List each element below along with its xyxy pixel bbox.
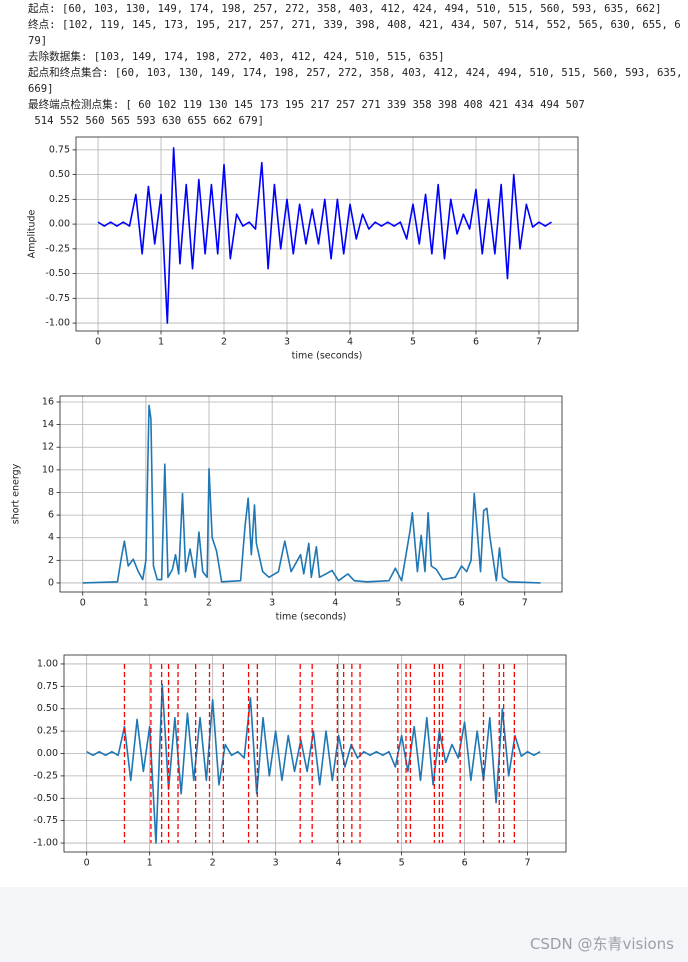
- y-tick-label: -0.50: [45, 268, 70, 279]
- x-tick-label: 5: [410, 337, 416, 348]
- axes-frame: [75, 136, 579, 332]
- y-tick-label: 2: [48, 555, 54, 566]
- output-line: 起点和终点集合: [60, 103, 130, 149, 174, 198, 2…: [28, 67, 683, 95]
- output-line: 起点: [60, 103, 130, 149, 174, 198, 257, 2…: [28, 3, 662, 15]
- output-line: 最终端点检测点集: [ 60 102 119 130 145 173 195 2…: [28, 99, 585, 127]
- y-tick-label: -0.50: [33, 793, 58, 804]
- y-tick-label: 0.75: [49, 144, 70, 155]
- x-tick-label: 5: [395, 598, 401, 609]
- plot-area: [60, 396, 562, 592]
- x-tick-label: 6: [462, 858, 468, 869]
- x-tick-label: 2: [210, 858, 216, 869]
- y-tick-label: 8: [48, 487, 54, 498]
- x-tick-label: 1: [158, 337, 164, 348]
- x-tick-label: 2: [206, 598, 212, 609]
- x-tick-label: 3: [269, 598, 275, 609]
- y-tick-label: 0: [48, 577, 54, 588]
- y-tick-label: 6: [48, 510, 54, 521]
- x-tick-label: 3: [273, 858, 279, 869]
- footer: CSDN @东青visions: [0, 887, 688, 962]
- x-tick-label: 0: [80, 598, 86, 609]
- y-tick-label: -1.00: [33, 838, 58, 849]
- y-tick-label: -0.25: [33, 770, 58, 781]
- x-tick-label: 6: [459, 598, 465, 609]
- x-tick-label: 6: [473, 337, 479, 348]
- x-tick-label: 0: [95, 337, 101, 348]
- y-tick-label: 12: [42, 442, 54, 453]
- y-axis-label: short energy: [11, 463, 22, 524]
- y-tick-label: 16: [42, 396, 54, 407]
- y-tick-label: 0.50: [49, 169, 70, 180]
- x-tick-label: 4: [347, 337, 353, 348]
- charts: 0 1 2 3 4 5 6 70.750.500.250.00-0.25-0.50-0.75-…: [11, 136, 579, 869]
- y-tick-label: -0.25: [45, 243, 70, 254]
- x-axis-label: time (seconds): [292, 351, 363, 362]
- y-tick-label: 0.25: [49, 194, 70, 205]
- x-tick-label: 7: [536, 337, 542, 348]
- y-tick-label: 1.00: [37, 658, 58, 669]
- plot-area: [76, 137, 578, 331]
- y-tick-label: -1.00: [45, 318, 70, 329]
- data-line: [82, 404, 541, 584]
- x-tick-label: 2: [221, 337, 227, 348]
- y-tick-label: 14: [42, 419, 54, 430]
- output-line: 终点: [102, 119, 145, 173, 195, 217, 257, …: [28, 19, 681, 47]
- x-tick-label: 5: [399, 858, 405, 869]
- y-tick-label: 0.25: [37, 726, 58, 737]
- x-axis-label: time (seconds): [276, 612, 347, 623]
- y-tick-label: 0.00: [37, 748, 58, 759]
- x-tick-label: 4: [332, 598, 338, 609]
- y-axis-label: Amplitude: [27, 210, 38, 259]
- y-tick-label: 10: [42, 464, 54, 475]
- axes-frame: [63, 654, 567, 853]
- data-line: [97, 147, 552, 324]
- axes-frame: [59, 395, 563, 593]
- output-line: 去除数据集: [103, 149, 174, 198, 272, 403, 41…: [28, 51, 445, 63]
- x-tick-label: 7: [525, 858, 531, 869]
- x-tick-label: 0: [84, 858, 90, 869]
- x-tick-label: 1: [143, 598, 149, 609]
- x-tick-label: 1: [147, 858, 153, 869]
- cell-output: 起点: [60, 103, 130, 149, 174, 198, 257, 2…: [28, 1, 684, 129]
- y-tick-label: 0.00: [49, 219, 70, 230]
- x-tick-label: 7: [522, 598, 528, 609]
- x-tick-label: 3: [284, 337, 290, 348]
- watermark: CSDN @东青visions: [529, 935, 674, 953]
- x-tick-label: 4: [336, 858, 342, 869]
- y-tick-label: -0.75: [45, 293, 70, 304]
- y-tick-label: 0.50: [37, 703, 58, 714]
- y-tick-label: -0.75: [33, 815, 58, 826]
- y-tick-label: 4: [48, 532, 54, 543]
- y-tick-label: 0.75: [37, 681, 58, 692]
